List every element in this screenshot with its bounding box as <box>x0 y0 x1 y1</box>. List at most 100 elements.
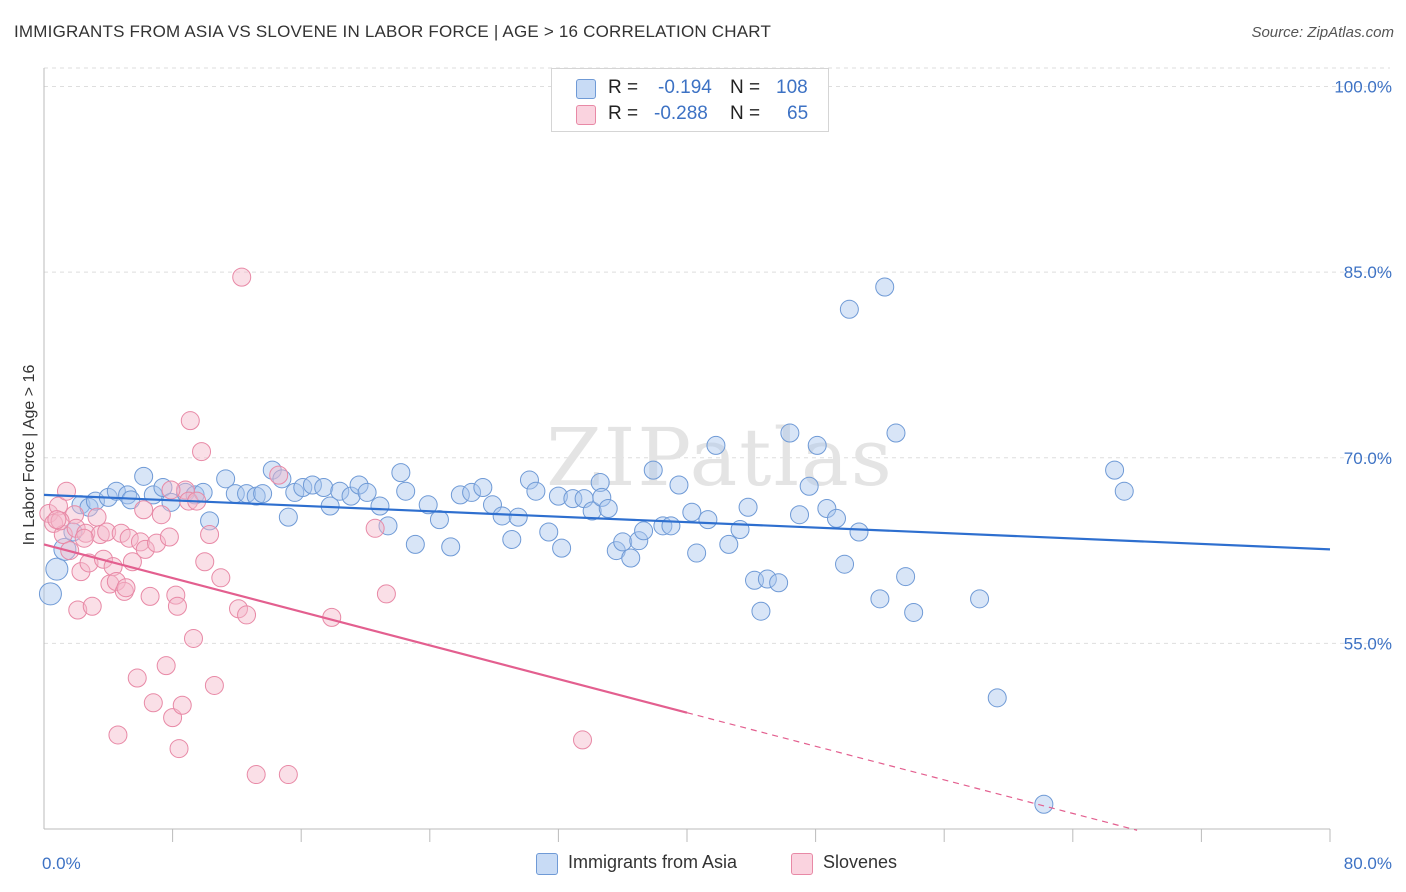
y-axis-label: In Labor Force | Age > 16 <box>21 365 38 546</box>
data-point <box>269 465 289 485</box>
legend-n-value: 65 <box>787 103 809 124</box>
data-point <box>106 572 126 592</box>
legend-swatch-slovenes <box>576 105 596 125</box>
data-point <box>1105 460 1125 480</box>
data-point <box>156 656 176 676</box>
data-point <box>526 481 546 501</box>
data-point <box>135 539 155 559</box>
data-point <box>1034 794 1054 814</box>
data-point <box>365 518 385 538</box>
data-point <box>159 527 179 547</box>
data-point <box>108 725 128 745</box>
data-point <box>698 510 718 530</box>
data-point <box>987 688 1007 708</box>
data-point <box>229 599 249 619</box>
data-point <box>669 475 689 495</box>
y-ticks: 55.0% 70.0% 85.0% 100.0% <box>1334 78 1392 654</box>
data-point <box>682 502 702 522</box>
data-point <box>757 569 777 589</box>
data-point <box>875 277 895 297</box>
data-point <box>370 496 390 516</box>
bottom-legend-label-slovenes: Slovenes <box>823 852 898 872</box>
data-point <box>127 668 147 688</box>
data-point <box>904 602 924 622</box>
data-point <box>106 481 126 501</box>
legend-n-value: 108 <box>776 77 808 98</box>
data-point <box>47 510 67 530</box>
bottom-legend-label-asia: Immigrants from Asia <box>568 852 738 872</box>
data-point <box>799 476 819 496</box>
data-point <box>817 499 837 519</box>
data-point <box>548 486 568 506</box>
data-point <box>65 505 85 525</box>
data-point <box>502 529 522 549</box>
data-point <box>278 765 298 785</box>
grid-lines <box>44 67 1390 644</box>
data-point <box>839 299 859 319</box>
data-point <box>441 537 461 557</box>
data-point <box>719 534 739 554</box>
data-point <box>621 548 641 568</box>
source-label: Source: ZipAtlas.com <box>1251 24 1394 41</box>
data-point <box>519 470 539 490</box>
data-point <box>195 552 215 572</box>
data-point <box>153 477 173 497</box>
data-point <box>582 501 602 521</box>
data-point <box>391 463 411 483</box>
data-point <box>870 589 890 609</box>
legend-r-value: -0.194 <box>658 77 712 98</box>
data-point <box>161 480 181 500</box>
data-point <box>66 518 86 538</box>
trend-lines <box>43 493 1331 831</box>
x-tick-label-min: 0.0% <box>42 854 81 873</box>
data-point <box>183 628 203 648</box>
data-point <box>462 482 482 502</box>
data-point <box>706 435 726 455</box>
data-point <box>450 485 470 505</box>
data-point <box>314 477 334 497</box>
data-point <box>180 411 200 431</box>
data-point <box>769 573 789 593</box>
y-tick-label: 100.0% <box>1334 78 1392 97</box>
data-point <box>590 473 610 493</box>
data-point <box>134 500 154 520</box>
data-point <box>738 497 758 517</box>
data-point <box>237 605 257 625</box>
legend-n-label: N = <box>730 103 761 124</box>
data-point <box>629 531 649 551</box>
bottom-legend-swatch-slovenes <box>791 853 813 875</box>
data-point <box>539 522 559 542</box>
legend-r-label: R = <box>608 77 639 98</box>
data-point <box>39 503 59 523</box>
data-point <box>116 578 136 598</box>
data-point <box>232 267 252 287</box>
data-point <box>357 482 377 502</box>
data-point <box>751 601 771 621</box>
data-point <box>246 765 266 785</box>
data-point <box>349 475 369 495</box>
data-point <box>211 568 231 588</box>
data-point <box>396 481 416 501</box>
chart-title: IMMIGRANTS FROM ASIA VS SLOVENE IN LABOR… <box>14 22 772 41</box>
data-point <box>204 675 224 695</box>
data-point <box>643 460 663 480</box>
data-point <box>48 496 68 516</box>
x-tick-label-max: 80.0% <box>1344 854 1392 873</box>
data-point <box>45 557 69 581</box>
data-point <box>970 589 990 609</box>
data-point <box>74 528 94 548</box>
data-point <box>807 435 827 455</box>
data-point <box>200 524 220 544</box>
data-point <box>140 586 160 606</box>
data-point <box>216 469 236 489</box>
y-tick-label: 70.0% <box>1344 449 1392 468</box>
bottom-legend-swatch-asia <box>536 853 558 875</box>
data-point <box>272 469 292 489</box>
x-ticks <box>172 829 1331 842</box>
series-immigrants-from-asia <box>38 277 1134 814</box>
data-point <box>200 511 220 531</box>
data-point <box>826 508 846 528</box>
data-point <box>50 511 70 531</box>
data-point <box>172 695 192 715</box>
